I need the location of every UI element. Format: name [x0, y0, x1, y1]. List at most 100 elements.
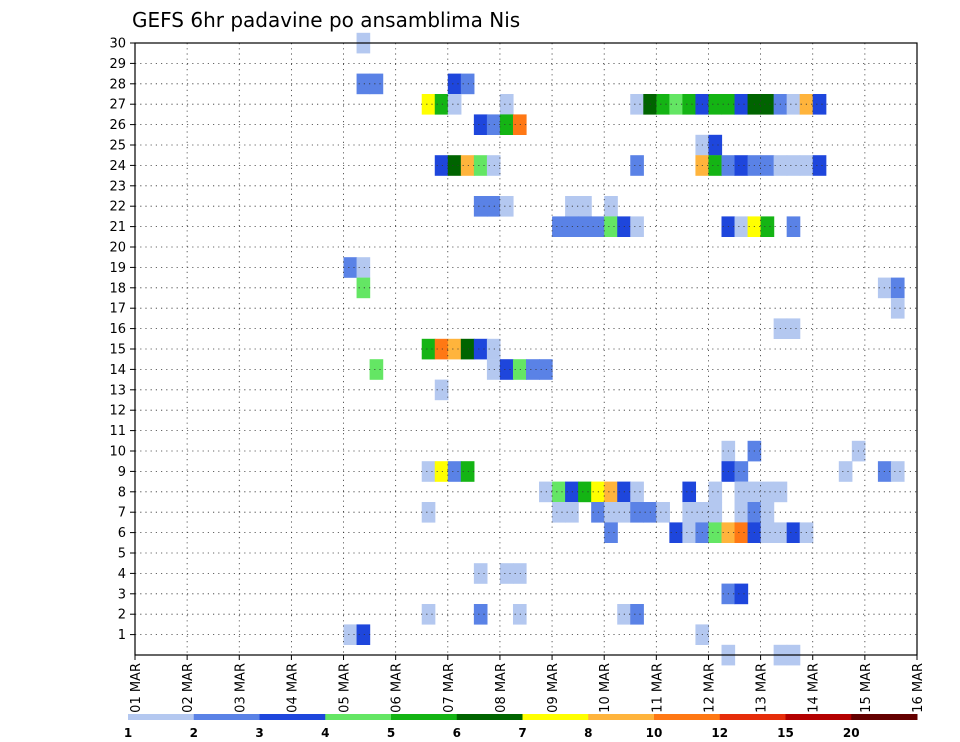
y-tick-label: 27 [109, 98, 126, 113]
precip-cell [708, 94, 723, 115]
precip-cell [486, 155, 501, 176]
colorbar-segment [128, 714, 195, 720]
precip-cell [447, 155, 462, 176]
precip-cell [526, 359, 540, 380]
precip-cell [421, 94, 436, 115]
precip-cell [356, 257, 371, 278]
precip-cell [460, 155, 475, 176]
precip-cell [343, 257, 358, 278]
precip-cell [630, 604, 644, 625]
precip-cell [734, 522, 749, 543]
y-tick-label: 11 [109, 424, 126, 439]
y-tick-label: 10 [109, 445, 126, 460]
precip-cell [604, 481, 618, 503]
colorbar-segment [456, 714, 523, 720]
x-tick-label: 02 MAR [181, 663, 196, 713]
precip-cell [460, 338, 475, 360]
precip-cell [343, 624, 358, 645]
y-tick-label: 23 [109, 179, 126, 194]
precip-cell [760, 522, 775, 543]
colorbar-segment [785, 714, 852, 720]
precip-cell [460, 461, 475, 482]
precip-cell [760, 216, 775, 237]
precip-cell [486, 338, 501, 360]
precip-cell [708, 502, 723, 523]
precip-cell [512, 114, 527, 135]
x-tick-label: 11 MAR [650, 663, 665, 713]
precip-cell [473, 563, 488, 584]
y-tick-label: 26 [109, 118, 126, 133]
y-tick-label: 2 [118, 608, 126, 623]
precip-cell [708, 481, 723, 503]
x-tick-label: 06 MAR [390, 663, 405, 713]
precip-cell [760, 481, 775, 503]
colorbar-label: 1 [124, 726, 132, 740]
precip-cell [890, 461, 905, 482]
y-tick-label: 1 [118, 628, 126, 643]
precip-cell [786, 155, 801, 176]
precip-cell [473, 114, 488, 135]
precip-cell [512, 563, 527, 584]
y-tick-label: 18 [109, 281, 126, 296]
precip-cell [786, 522, 801, 543]
precip-cell [447, 73, 462, 95]
precip-cell [369, 73, 384, 95]
y-tick-label: 22 [109, 200, 126, 215]
precip-cell [760, 155, 775, 176]
colorbar-segment [588, 714, 655, 720]
precip-cell [421, 502, 436, 523]
x-tick-label: 01 MAR [129, 663, 144, 713]
colorbar-label: 7 [518, 726, 526, 740]
precip-cell [890, 277, 905, 299]
precip-cell [682, 481, 697, 503]
y-tick-label: 3 [118, 587, 126, 602]
x-tick-label: 08 MAR [494, 663, 509, 713]
colorbar-label: 5 [387, 726, 395, 740]
colorbar-label: 20 [843, 726, 860, 740]
x-tick-label: 07 MAR [442, 663, 457, 713]
x-tick-label: 15 MAR [859, 663, 874, 713]
colorbar-label: 3 [255, 726, 263, 740]
y-tick-label: 16 [109, 322, 126, 337]
precip-cell [434, 155, 449, 176]
y-tick-label: 21 [109, 220, 126, 235]
precip-cell [578, 216, 592, 237]
precip-cell [682, 522, 697, 543]
x-tick-label: 03 MAR [233, 663, 248, 713]
y-tick-label: 7 [118, 506, 126, 521]
precip-cell [434, 338, 449, 360]
y-tick-label: 4 [118, 567, 126, 582]
colorbar-label: 4 [321, 726, 329, 740]
precip-cell [890, 298, 905, 319]
precip-cell [499, 196, 514, 217]
precip-cell [682, 94, 697, 115]
colorbar-segment [851, 714, 918, 720]
precip-cell [734, 216, 749, 237]
precip-cell [578, 196, 592, 217]
precip-cell [473, 604, 488, 625]
precip-cell [473, 196, 488, 217]
precip-cell [630, 502, 644, 523]
colorbar-segment [325, 714, 392, 720]
y-tick-label: 9 [118, 465, 126, 480]
precip-cell [356, 277, 371, 299]
precip-cell [486, 359, 501, 380]
precip-cell [786, 216, 801, 237]
x-tick-label: 16 MAR [911, 663, 926, 713]
precip-cell [447, 94, 462, 115]
precip-cell [473, 338, 488, 360]
y-tick-label: 30 [109, 37, 126, 52]
precip-cell [604, 502, 618, 523]
chart-title: GEFS 6hr padavine po ansamblima Nis [132, 8, 520, 32]
precip-cell [512, 359, 527, 380]
colorbar-segment [654, 714, 721, 720]
precip-cell [356, 624, 371, 645]
colorbar: 1 2 3 4 5 6 7 8 10 12 15 20 [124, 714, 918, 740]
precip-cell [708, 522, 723, 543]
precip-cell [682, 502, 697, 523]
y-tick-label: 28 [109, 77, 126, 92]
precip-cell [434, 379, 449, 401]
precip-cell [734, 502, 749, 523]
y-tick-label: 5 [118, 547, 126, 562]
